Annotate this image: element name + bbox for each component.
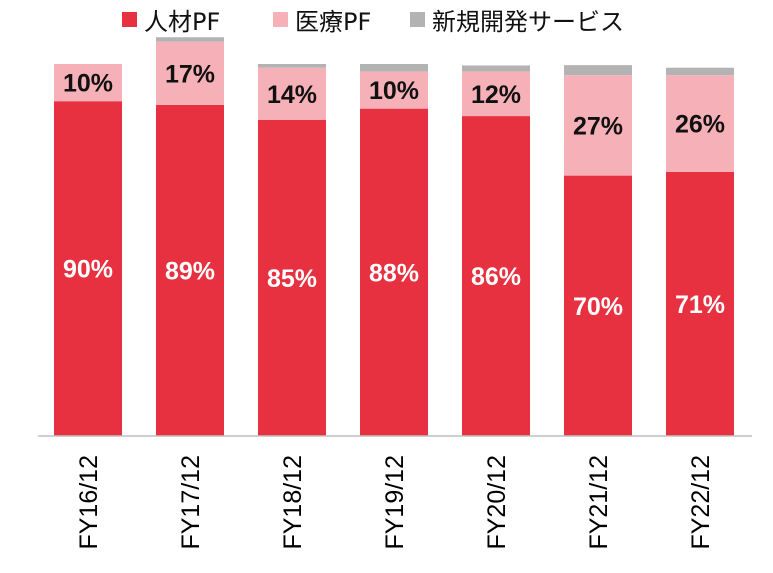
data-label: 86% [471,263,521,291]
legend-label: 新規開発サービス [432,8,624,36]
data-label: 88% [369,259,419,287]
bar-segment-2-FY16/12 [54,64,122,102]
bar-segment-2-FY22/12 [666,75,734,172]
data-label: 85% [267,265,317,293]
data-label: 90% [63,256,113,284]
bar-segment-2-FY17/12 [156,41,224,105]
x-tick-label: FY21/12 [585,455,613,550]
legend: 人材PF 医療PF 新規開発サービス [122,8,624,36]
data-label: 70% [573,293,623,321]
x-tick-label: FY22/12 [687,455,715,550]
bar-segment-2-FY21/12 [564,75,632,176]
legend-label: 医療PF [295,8,371,36]
bar-segment-1-FY22/12 [666,171,734,436]
plot-area: 90% 10% 89% 17% 85% 14% 88% 10% 86% 12% 70% 27% 71% 2… [54,37,734,437]
legend-item-3: 新規開発サービス [410,8,624,36]
bar-segment-3-FY17/12 [156,37,224,42]
x-tick-label: FY18/12 [279,455,307,550]
bar-segment-3-FY21/12 [564,65,632,76]
bar-segment-2-FY20/12 [462,71,530,117]
data-label: 17% [165,60,215,88]
data-label: 10% [369,77,419,105]
bar-segment-1-FY18/12 [258,119,326,437]
x-tick-label: FY16/12 [75,455,103,550]
x-tick-label: FY19/12 [381,455,409,550]
bar-segment-1-FY17/12 [156,104,224,437]
x-tick-label: FY20/12 [483,455,511,550]
bar-segment-2-FY19/12 [360,71,428,109]
data-label: 14% [267,81,317,109]
bar-segment-1-FY20/12 [462,116,530,436]
legend-item-1: 人材PF [122,8,220,36]
x-tick-label: FY17/12 [177,455,205,550]
legend-swatch [273,12,288,27]
bar-segment-1-FY16/12 [54,101,122,436]
legend-label: 人材PF [144,8,220,36]
data-label: 89% [165,257,215,285]
data-label: 26% [675,111,725,139]
bar-segment-1-FY19/12 [360,108,428,436]
data-label: 27% [573,112,623,140]
data-label: 12% [471,81,521,109]
bar-segment-3-FY19/12 [360,64,428,72]
bar-segment-2-FY18/12 [258,67,326,120]
legend-swatch [122,12,137,27]
bar-segment-3-FY22/12 [666,67,734,76]
legend-swatch [410,12,425,27]
x-axis-ticks: FY16/12 FY17/12 FY18/12 FY19/12 FY20/12 FY21/… [75,455,715,550]
bar-segment-3-FY20/12 [462,65,530,72]
bar-segment-1-FY21/12 [564,175,632,436]
data-label: 71% [675,291,725,319]
data-label: 10% [63,70,113,98]
bar-segment-3-FY18/12 [258,64,326,68]
legend-item-2: 医療PF [273,8,371,36]
